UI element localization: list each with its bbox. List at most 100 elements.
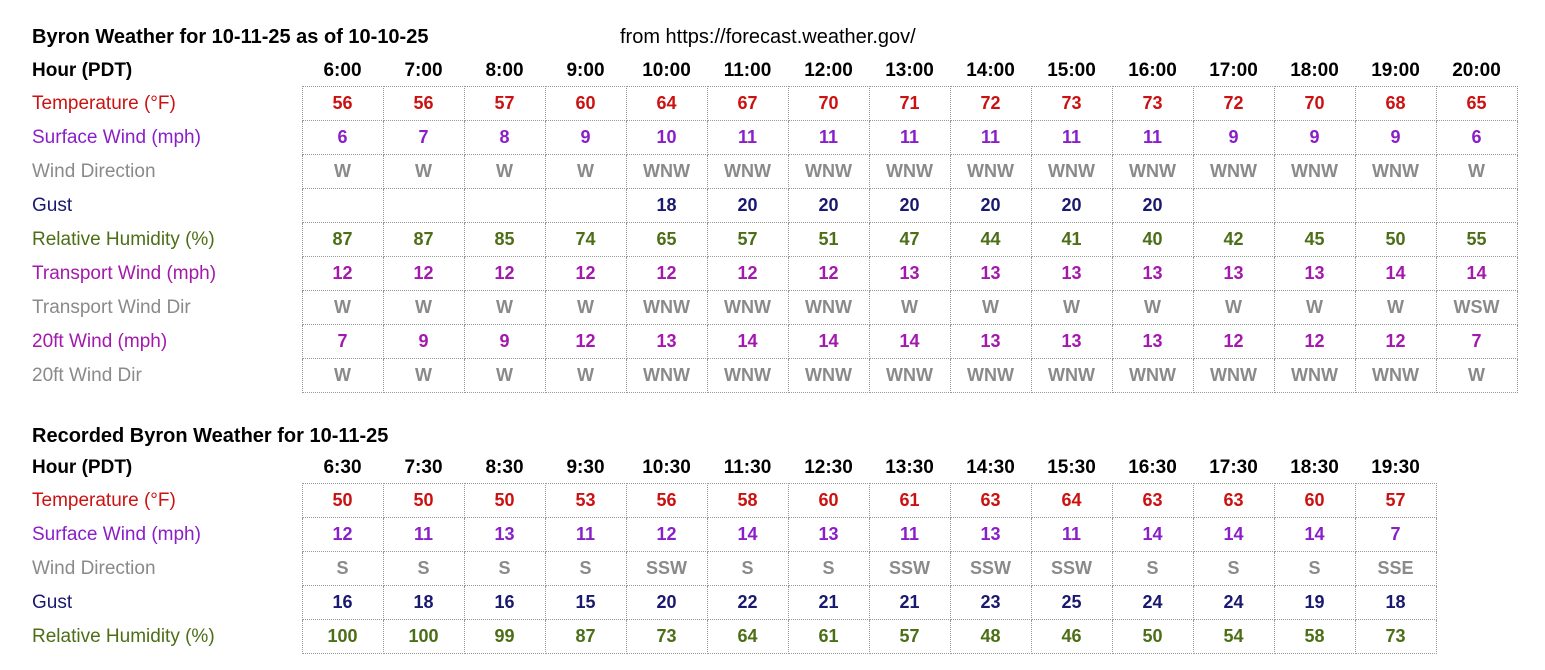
value-cell: WNW (949, 358, 1032, 393)
value-cell: WNW (1273, 358, 1356, 393)
table-row: Transport Wind (mph) 12 12 12 12 12 12 12 13 13 13… (32, 256, 1518, 291)
hour-cell: 11:30 (723, 456, 772, 478)
value-cell: 60 (544, 86, 627, 121)
value-cell: 12 (706, 256, 789, 291)
value-cell: W (1435, 154, 1518, 189)
value-cell: SSE (1354, 551, 1437, 586)
value-cell: SSW (625, 551, 708, 586)
recorded-section-title: Recorded Byron Weather for 10-11-25 (32, 425, 389, 447)
row-label: 20ft Wind (mph) (32, 330, 168, 352)
value-cell: WSW (1435, 290, 1518, 325)
value-cell: 60 (1273, 483, 1356, 518)
table-row: Relative Humidity (%) 87 87 85 74 65 57 51 47 44 4… (32, 222, 1518, 257)
value-cell: SSW (949, 551, 1032, 586)
value-cell: WNW (706, 358, 789, 393)
value-cell: 11 (949, 120, 1032, 155)
value-cell: 14 (1192, 517, 1275, 552)
value-cell: 85 (463, 222, 546, 257)
forecast-table: Hour (PDT) 6:00 7:00 8:00 9:00 10:00 11:00 12:0… (32, 55, 1518, 393)
hour-cell: 9:00 (566, 59, 605, 81)
hour-cell: 15:00 (1047, 59, 1096, 81)
value-cell: 18 (382, 585, 465, 620)
value-cell: WNW (787, 290, 870, 325)
value-cell: 14 (706, 517, 789, 552)
value-cell: 11 (544, 517, 627, 552)
value-cell: WNW (1354, 358, 1437, 393)
value-cell: 99 (463, 619, 546, 654)
value-cell: 44 (949, 222, 1032, 257)
value-cell: W (301, 154, 384, 189)
hour-cell: 12:00 (804, 59, 853, 81)
value-cell: 54 (1192, 619, 1275, 654)
table-row: Surface Wind (mph) 6 7 8 9 10 11 11 11 11 11 11 9 9 9 6 (32, 120, 1518, 155)
recorded-table: Hour (PDT) 6:30 7:30 8:30 9:30 10:30 11:30 12:3… (32, 452, 1437, 654)
value-cell: 25 (1030, 585, 1113, 620)
value-cell: WNW (625, 154, 708, 189)
value-cell (544, 188, 627, 223)
hour-cell: 11:00 (723, 59, 772, 81)
value-cell: 24 (1111, 585, 1194, 620)
value-cell: 73 (1111, 86, 1194, 121)
row-label: Gust (32, 591, 73, 613)
value-cell: 7 (301, 324, 384, 359)
value-cell: WNW (1030, 358, 1113, 393)
value-cell: 11 (1030, 120, 1113, 155)
hour-row-label: Hour (PDT) (32, 456, 133, 478)
value-cell: 51 (787, 222, 870, 257)
value-cell: 11 (787, 120, 870, 155)
value-cell: 57 (463, 86, 546, 121)
value-cell: S (463, 551, 546, 586)
value-cell: WNW (1111, 154, 1194, 189)
value-cell: 14 (1273, 517, 1356, 552)
value-cell: 20 (787, 188, 870, 223)
table-row: 20ft Wind Dir W W W W WNW WNW WNW WNW WNW WNW WNW WN… (32, 358, 1518, 393)
value-cell: 6 (1435, 120, 1518, 155)
value-cell: 42 (1192, 222, 1275, 257)
row-label: Temperature (°F) (32, 489, 176, 511)
value-cell: 87 (301, 222, 384, 257)
value-cell: 12 (463, 256, 546, 291)
hour-cell: 15:30 (1047, 456, 1096, 478)
value-cell: SSW (868, 551, 951, 586)
value-cell: 20 (706, 188, 789, 223)
value-cell: 45 (1273, 222, 1356, 257)
value-cell: 13 (1111, 256, 1194, 291)
row-label: Relative Humidity (%) (32, 625, 215, 647)
value-cell (1354, 188, 1437, 223)
value-cell: SSW (1030, 551, 1113, 586)
value-cell: 64 (706, 619, 789, 654)
value-cell: 70 (787, 86, 870, 121)
value-cell: 64 (625, 86, 708, 121)
value-cell: 9 (463, 324, 546, 359)
value-cell: 74 (544, 222, 627, 257)
value-cell: 12 (382, 256, 465, 291)
value-cell: 9 (544, 120, 627, 155)
value-cell (382, 188, 465, 223)
value-cell: 9 (1192, 120, 1275, 155)
value-cell: WNW (1111, 358, 1194, 393)
value-cell: WNW (625, 358, 708, 393)
row-label: 20ft Wind Dir (32, 364, 142, 386)
value-cell: 40 (1111, 222, 1194, 257)
value-cell: 57 (868, 619, 951, 654)
value-cell: W (1354, 290, 1437, 325)
value-cell: 11 (868, 517, 951, 552)
hour-cell: 8:00 (485, 59, 524, 81)
hour-cell: 18:30 (1290, 456, 1339, 478)
value-cell: W (1111, 290, 1194, 325)
recorded-hour-header-row: Hour (PDT) 6:30 7:30 8:30 9:30 10:30 11:30 12:3… (32, 452, 1436, 484)
value-cell: WNW (868, 154, 951, 189)
value-cell: 56 (382, 86, 465, 121)
value-cell: WNW (706, 290, 789, 325)
value-cell: 48 (949, 619, 1032, 654)
table-row: Wind Direction S S S S SSW S S SSW SSW SSW S S S SSE (32, 551, 1437, 586)
value-cell: 13 (949, 517, 1032, 552)
value-cell: S (544, 551, 627, 586)
value-cell: 50 (1354, 222, 1437, 257)
value-cell: 100 (301, 619, 384, 654)
value-cell: W (1030, 290, 1113, 325)
value-cell: S (301, 551, 384, 586)
hour-cell: 12:30 (804, 456, 853, 478)
value-cell: S (787, 551, 870, 586)
row-label: Wind Direction (32, 160, 156, 182)
